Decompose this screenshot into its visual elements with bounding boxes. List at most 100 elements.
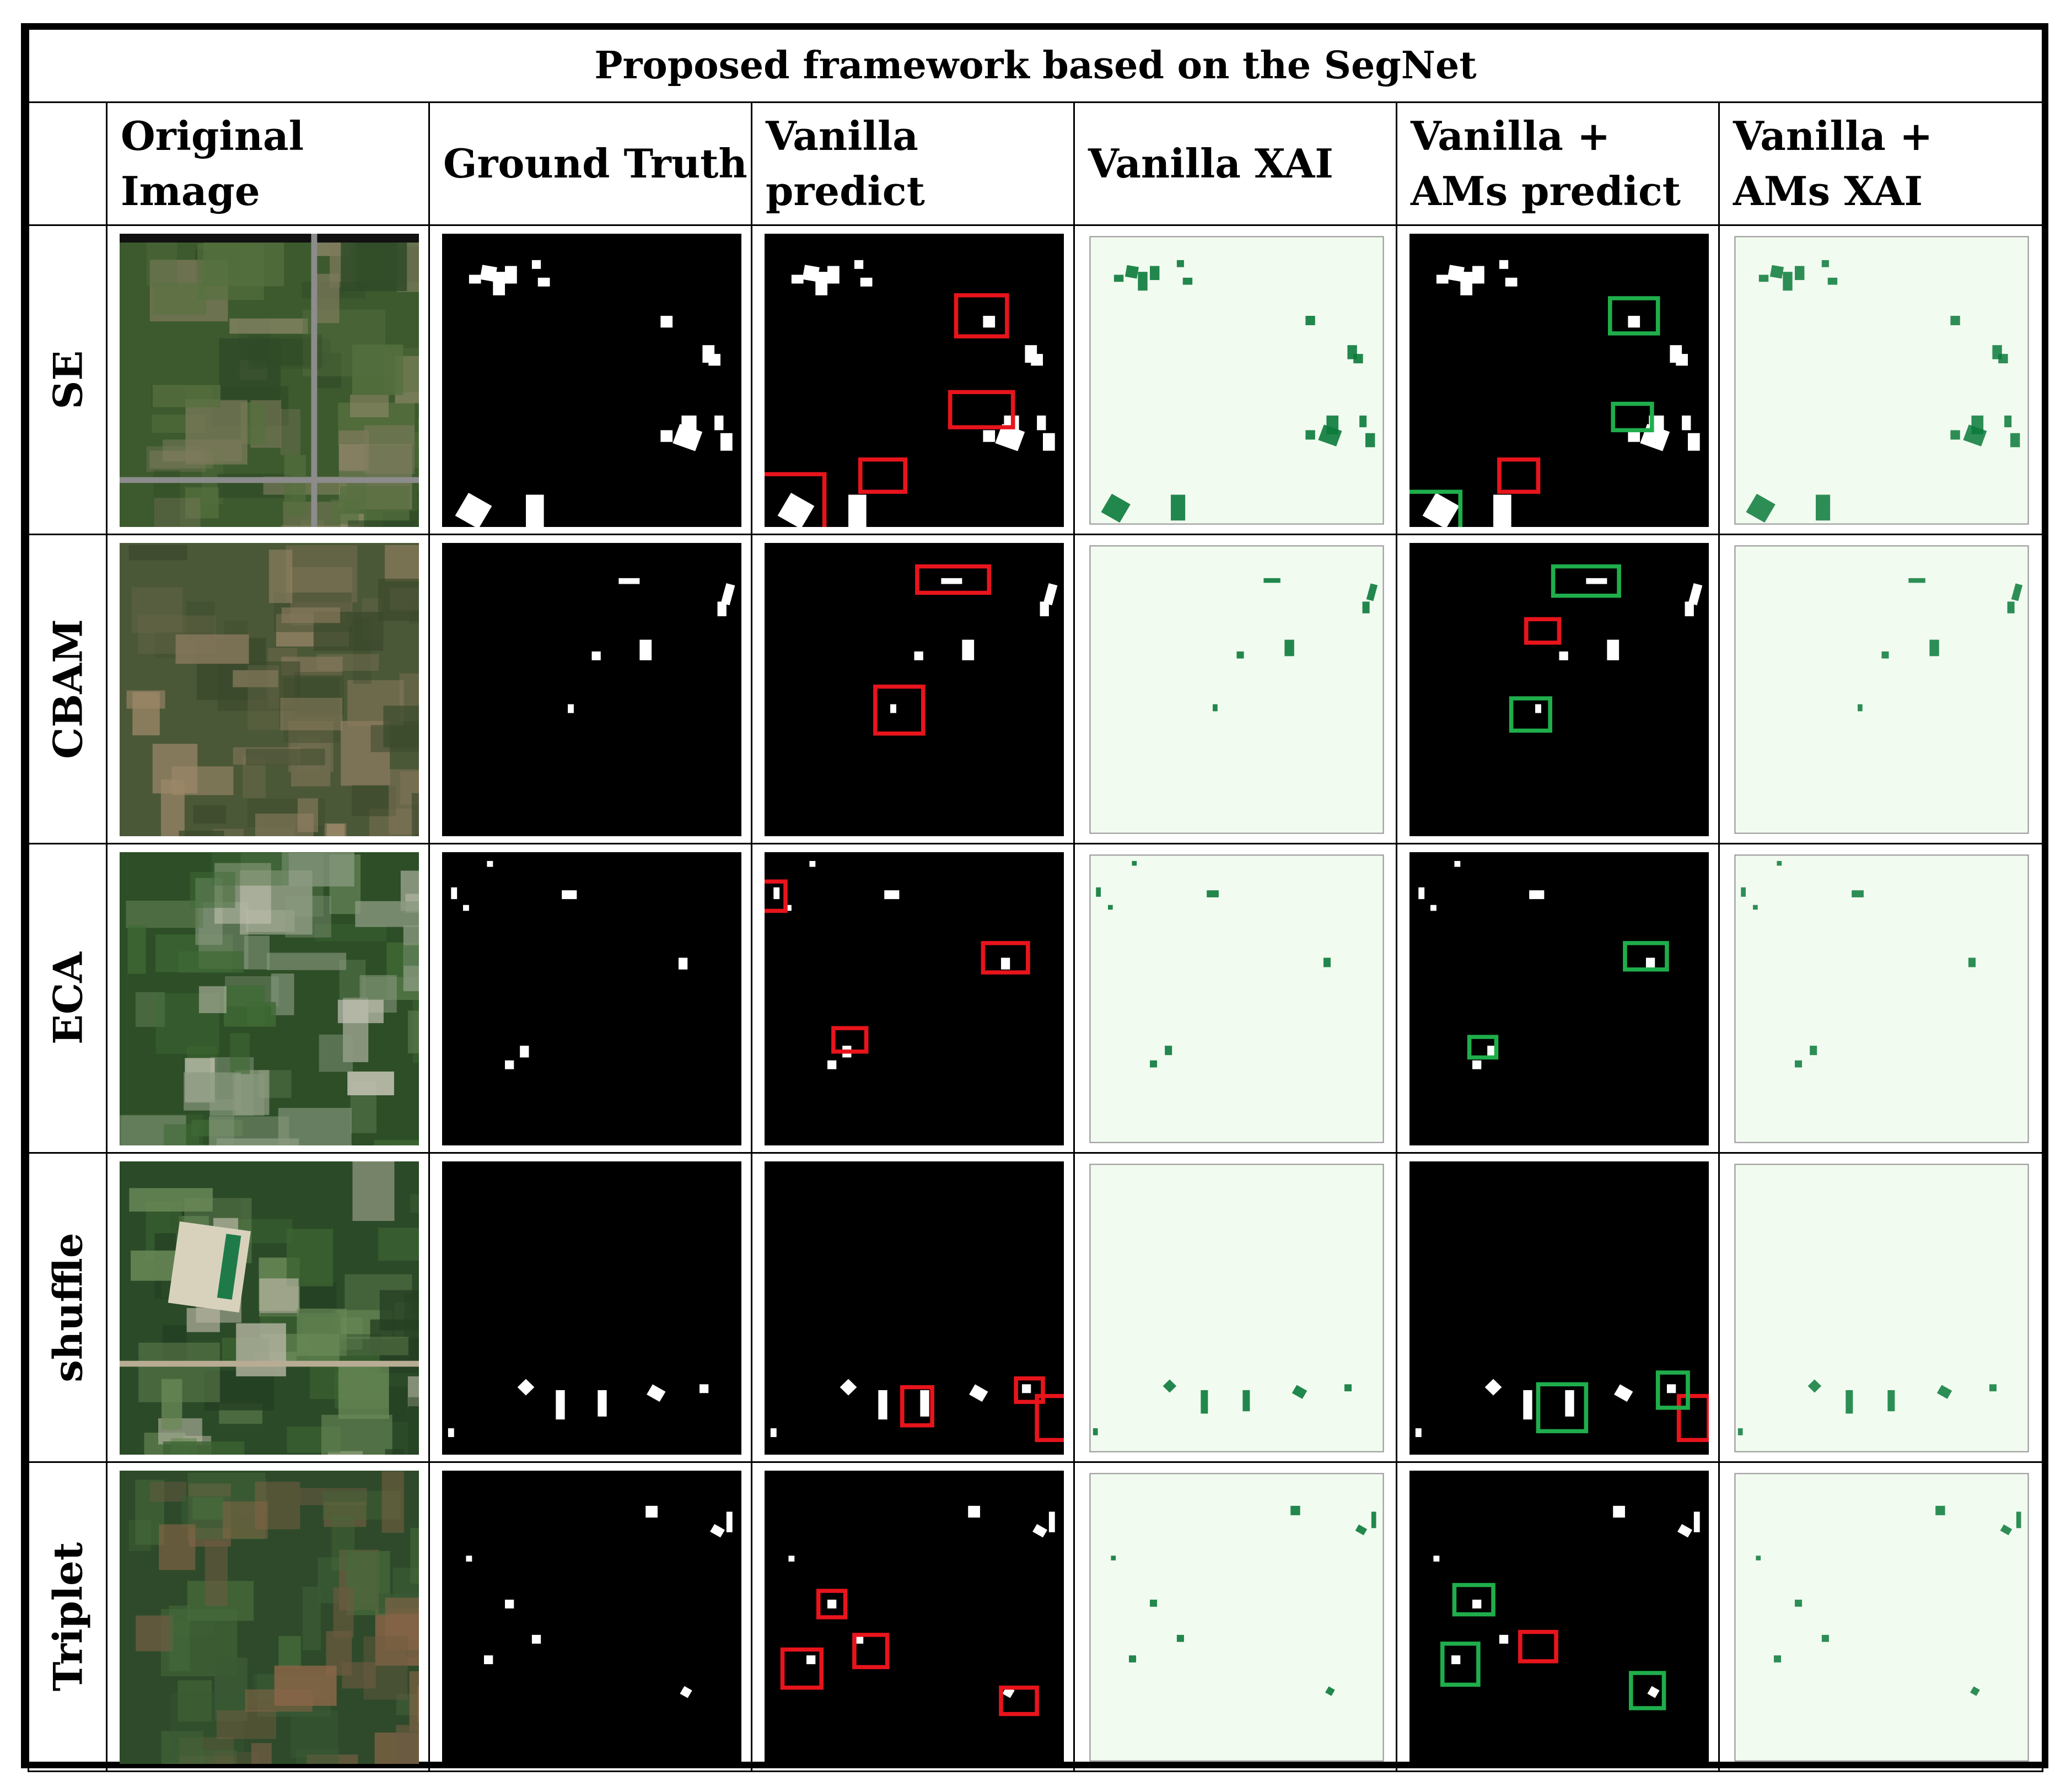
object-mark	[1777, 860, 1782, 866]
object-mark	[1150, 1600, 1158, 1607]
object-mark	[1821, 1634, 1829, 1642]
object-mark	[1970, 1686, 1980, 1696]
object-mark	[1505, 277, 1518, 287]
object-mark	[1795, 1060, 1803, 1068]
object-mark	[1737, 1428, 1743, 1435]
table-row: CBAM	[28, 534, 2044, 844]
object-mark	[1371, 1511, 1376, 1529]
object-mark	[1430, 905, 1436, 911]
object-mark	[556, 1390, 565, 1420]
vanilla-ams-xai-image	[1734, 1473, 2029, 1762]
object-mark	[802, 265, 820, 282]
object-mark	[770, 1428, 777, 1438]
object-mark	[1963, 424, 1987, 446]
vanilla-predict-image	[765, 543, 1064, 836]
vanilla-xai-image	[1089, 1473, 1384, 1762]
object-mark	[1031, 354, 1043, 366]
panel-vanilla-predict	[765, 1471, 1064, 1764]
object-mark	[1242, 1390, 1250, 1412]
correct-highlight-box	[1509, 696, 1553, 733]
cell-vanilla-xai	[1073, 1152, 1397, 1463]
row-label-cell: CBAM	[28, 534, 107, 844]
vanilla-predict-image	[765, 852, 1064, 1145]
object-mark	[1677, 1524, 1693, 1538]
object-mark	[1353, 354, 1363, 364]
object-mark	[1753, 905, 1758, 910]
panel-ground-truth	[442, 234, 741, 527]
object-mark	[1323, 957, 1331, 967]
cell-vanilla-ams-xai	[1718, 1461, 2044, 1772]
object-mark	[1101, 493, 1131, 523]
object-mark	[1929, 639, 1939, 656]
object-mark	[1887, 1390, 1895, 1412]
vanilla-ams-xai-image	[1734, 854, 2029, 1143]
object-mark	[1998, 354, 2008, 364]
error-highlight-box	[1035, 1393, 1064, 1443]
object-mark	[1614, 1384, 1633, 1402]
object-mark	[710, 1524, 725, 1538]
object-mark	[660, 430, 673, 442]
correct-highlight-box	[1536, 1382, 1589, 1434]
object-mark	[1129, 1655, 1137, 1662]
object-mark	[773, 887, 780, 900]
correct-highlight-box	[1611, 401, 1654, 433]
object-mark	[1936, 1385, 1952, 1399]
error-highlight-box	[1676, 1393, 1709, 1443]
panel-vanilla-ams-xai	[1732, 1471, 2031, 1764]
object-mark	[962, 639, 975, 660]
error-highlight-box	[900, 1385, 934, 1428]
header-vanilla-xai: Vanilla XAI	[1073, 101, 1397, 226]
object-mark	[1565, 1390, 1574, 1417]
object-mark	[785, 905, 792, 911]
correct-highlight-box	[1452, 1583, 1495, 1617]
object-mark	[1305, 315, 1315, 325]
object-mark	[505, 266, 517, 284]
vanilla-predict-image	[765, 234, 1064, 527]
row-label-cell: shuffle	[28, 1152, 107, 1463]
object-mark	[806, 1655, 816, 1665]
object-mark	[1284, 639, 1294, 656]
vanilla-ams-predict-image	[1409, 852, 1709, 1145]
row-label-cell: ECA	[28, 843, 107, 1154]
cell-vanilla-ams-predict	[1396, 843, 1720, 1154]
object-mark	[1318, 424, 1342, 446]
error-highlight-box	[858, 457, 908, 494]
object-mark	[1499, 260, 1509, 269]
object-mark	[1125, 265, 1139, 279]
object-mark	[1472, 1060, 1482, 1069]
object-mark	[1037, 415, 1046, 430]
error-highlight-box	[981, 941, 1030, 975]
object-mark	[466, 1556, 472, 1562]
object-mark	[1676, 354, 1688, 366]
panel-original-image	[120, 1161, 419, 1455]
cell-vanilla-xai	[1073, 224, 1397, 535]
object-mark	[1968, 957, 1976, 967]
object-mark	[1355, 1524, 1368, 1536]
object-mark	[1263, 578, 1281, 583]
error-highlight-box	[948, 390, 1015, 429]
object-mark	[1827, 277, 1838, 285]
error-highlight-box	[999, 1685, 1039, 1716]
object-mark	[680, 1686, 692, 1698]
object-mark	[1666, 1384, 1676, 1393]
panel-ground-truth	[442, 1471, 741, 1764]
panel-vanilla-ams-predict	[1409, 1471, 1709, 1764]
cell-vanilla-xai	[1073, 843, 1397, 1154]
cell-vanilla-predict	[751, 1152, 1075, 1463]
object-mark	[1816, 494, 1831, 521]
object-mark	[720, 583, 735, 606]
object-mark	[678, 957, 688, 970]
object-mark	[717, 601, 727, 616]
error-highlight-box	[765, 879, 788, 913]
object-mark	[568, 704, 574, 713]
object-mark	[1138, 272, 1148, 291]
row-label: ECA	[44, 951, 91, 1045]
object-mark	[1093, 1428, 1098, 1435]
object-mark	[1535, 704, 1541, 713]
vanilla-xai-image	[1089, 545, 1384, 834]
panel-vanilla-predict	[765, 852, 1064, 1145]
panel-original-image	[120, 1471, 419, 1764]
object-mark	[1043, 583, 1058, 606]
object-mark	[1454, 860, 1461, 867]
object-mark	[914, 651, 923, 660]
